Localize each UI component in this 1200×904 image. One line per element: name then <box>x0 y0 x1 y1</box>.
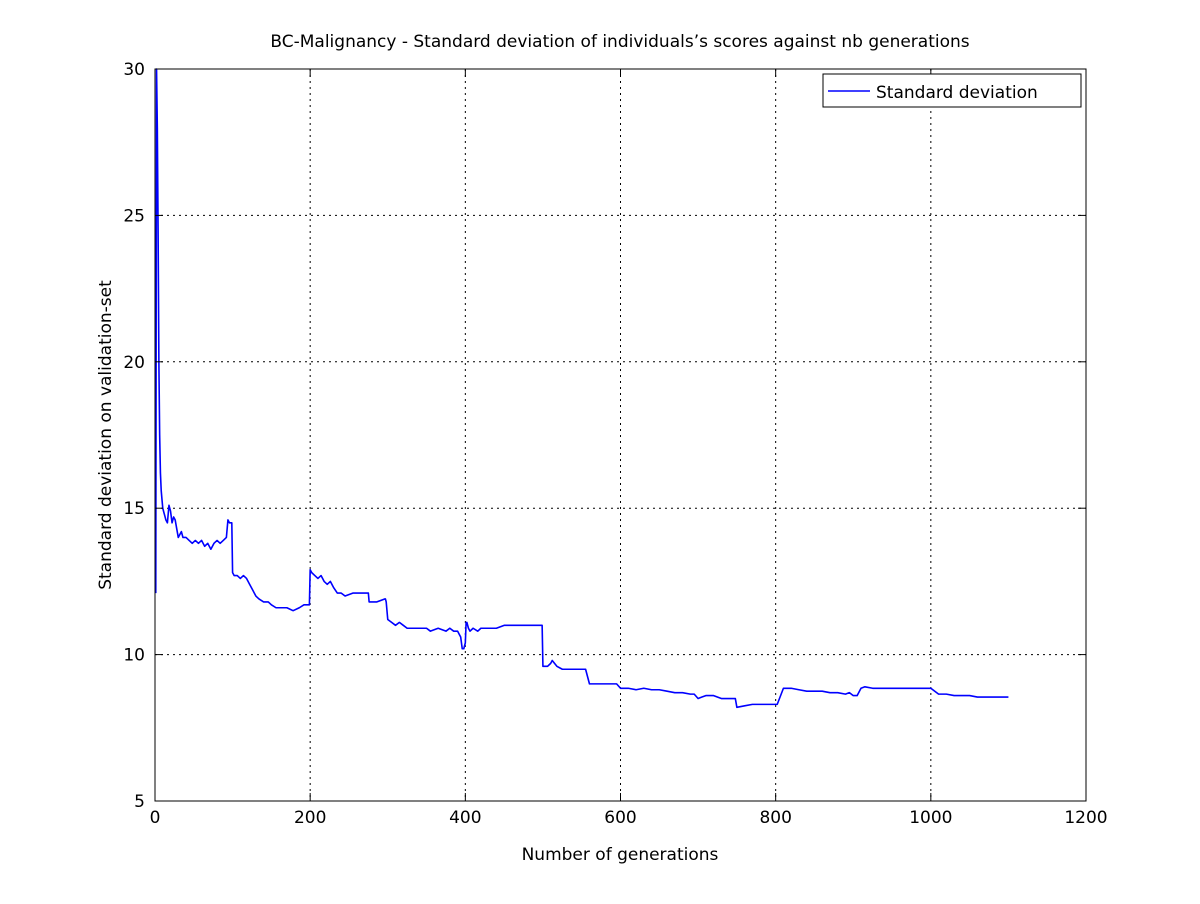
x-tick-label: 200 <box>294 808 326 828</box>
y-tick-label: 25 <box>123 206 145 226</box>
y-axis-label: Standard deviation on validation-set <box>96 280 116 590</box>
x-tick-label: 600 <box>604 808 636 828</box>
x-tick-label: 1200 <box>1064 808 1107 828</box>
series-line-standard-deviation <box>154 68 1009 709</box>
x-tick-label: 400 <box>449 808 481 828</box>
chart-title: BC-Malignancy - Standard deviation of in… <box>270 32 969 52</box>
legend-entry-standard-deviation: Standard deviation <box>876 83 1038 103</box>
y-tick-label: 15 <box>123 499 145 519</box>
x-tick-label: 1000 <box>909 808 952 828</box>
grid-lines <box>155 69 1086 801</box>
x-axis-label: Number of generations <box>522 845 719 865</box>
plot-series <box>154 68 1009 709</box>
axis-ticks: 0 200 400 600 800 1000 1200 5 10 15 20 25 30 <box>123 60 1107 828</box>
y-tick-label: 30 <box>123 60 145 80</box>
y-tick-label: 5 <box>134 792 145 812</box>
x-tick-label: 0 <box>150 808 161 828</box>
y-tick-label: 10 <box>123 646 145 666</box>
x-tick-label: 800 <box>759 808 791 828</box>
y-tick-label: 20 <box>123 353 145 373</box>
legend: Standard deviation <box>822 73 1082 108</box>
